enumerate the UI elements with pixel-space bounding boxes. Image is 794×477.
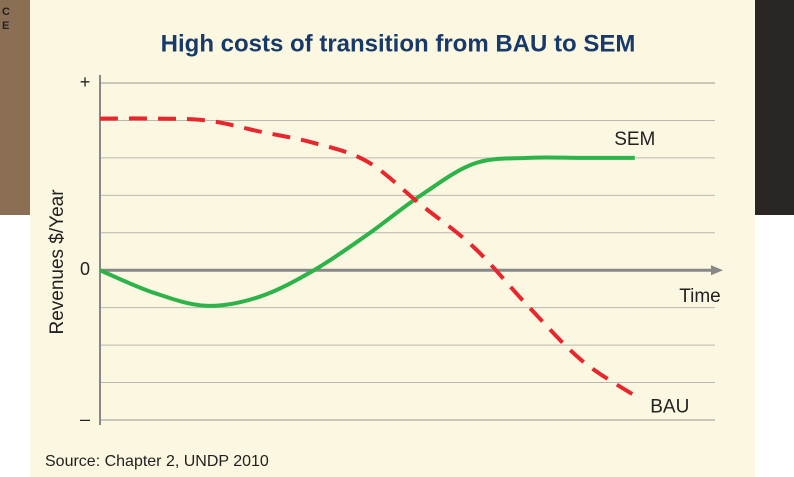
- series-label: BAU: [650, 397, 689, 418]
- screen: C E High costs of transition from BAU to…: [0, 0, 794, 477]
- series-label: SEM: [614, 129, 655, 150]
- chart-panel: [30, 0, 755, 477]
- y-tick-label: –: [80, 409, 90, 429]
- y-tick-label: 0: [80, 259, 90, 279]
- y-axis-label: Revenues $/Year: [47, 189, 68, 335]
- x-axis-label: Time: [679, 286, 721, 307]
- background-text: C: [2, 6, 10, 18]
- background-text: E: [2, 20, 9, 32]
- source: Source: Chapter 2, UNDP 2010: [45, 453, 269, 470]
- y-tick-label: +: [80, 72, 91, 92]
- chart-title: High costs of transition from BAU to SEM: [161, 30, 636, 57]
